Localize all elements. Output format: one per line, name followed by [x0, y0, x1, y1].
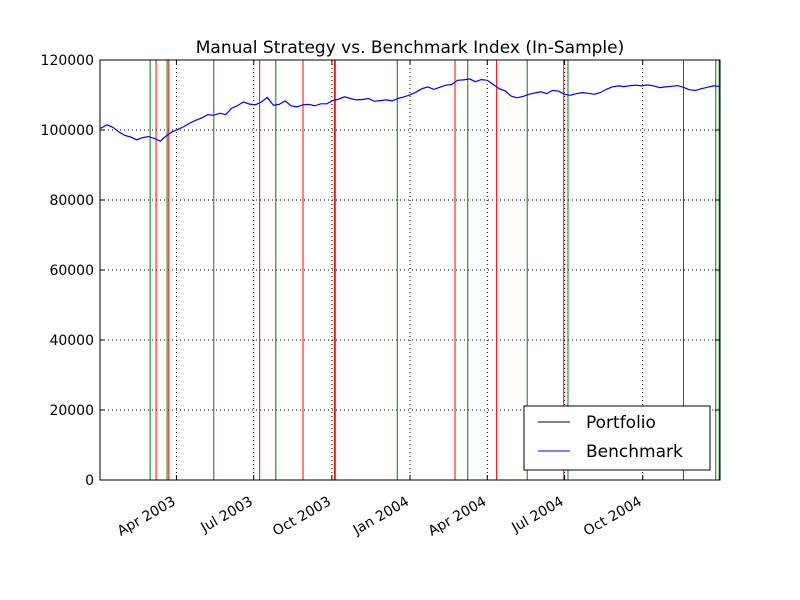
x-tick-label: Oct 2004 — [581, 494, 645, 540]
legend-box — [523, 405, 711, 471]
x-tick-label: Oct 2003 — [270, 494, 334, 540]
x-tick-label: Jul 2004 — [508, 494, 566, 537]
y-tick-label: 20000 — [49, 403, 94, 419]
y-tick-label: 100000 — [41, 123, 94, 139]
benchmark-line — [100, 78, 720, 142]
y-tick-label: 0 — [85, 473, 94, 489]
x-tick-label: Apr 2004 — [426, 494, 490, 540]
series-lines — [100, 78, 720, 142]
legend-benchmark-label: Benchmark — [586, 442, 683, 462]
x-tick-label: Jul 2003 — [198, 494, 256, 537]
legend-portfolio-label: Portfolio — [586, 413, 656, 433]
y-axis: 0 20000 40000 60000 80000 100000 120000 — [41, 53, 720, 489]
y-tick-label: 60000 — [49, 263, 94, 279]
chart-title: Manual Strategy vs. Benchmark Index (In-… — [196, 38, 625, 58]
x-tick-label: Apr 2003 — [115, 494, 179, 540]
x-tick-label: Jan 2004 — [350, 494, 412, 539]
legend: Portfolio Benchmark — [523, 405, 711, 471]
y-tick-label: 120000 — [41, 53, 94, 69]
y-tick-label: 80000 — [49, 193, 94, 209]
y-tick-label: 40000 — [49, 333, 94, 349]
